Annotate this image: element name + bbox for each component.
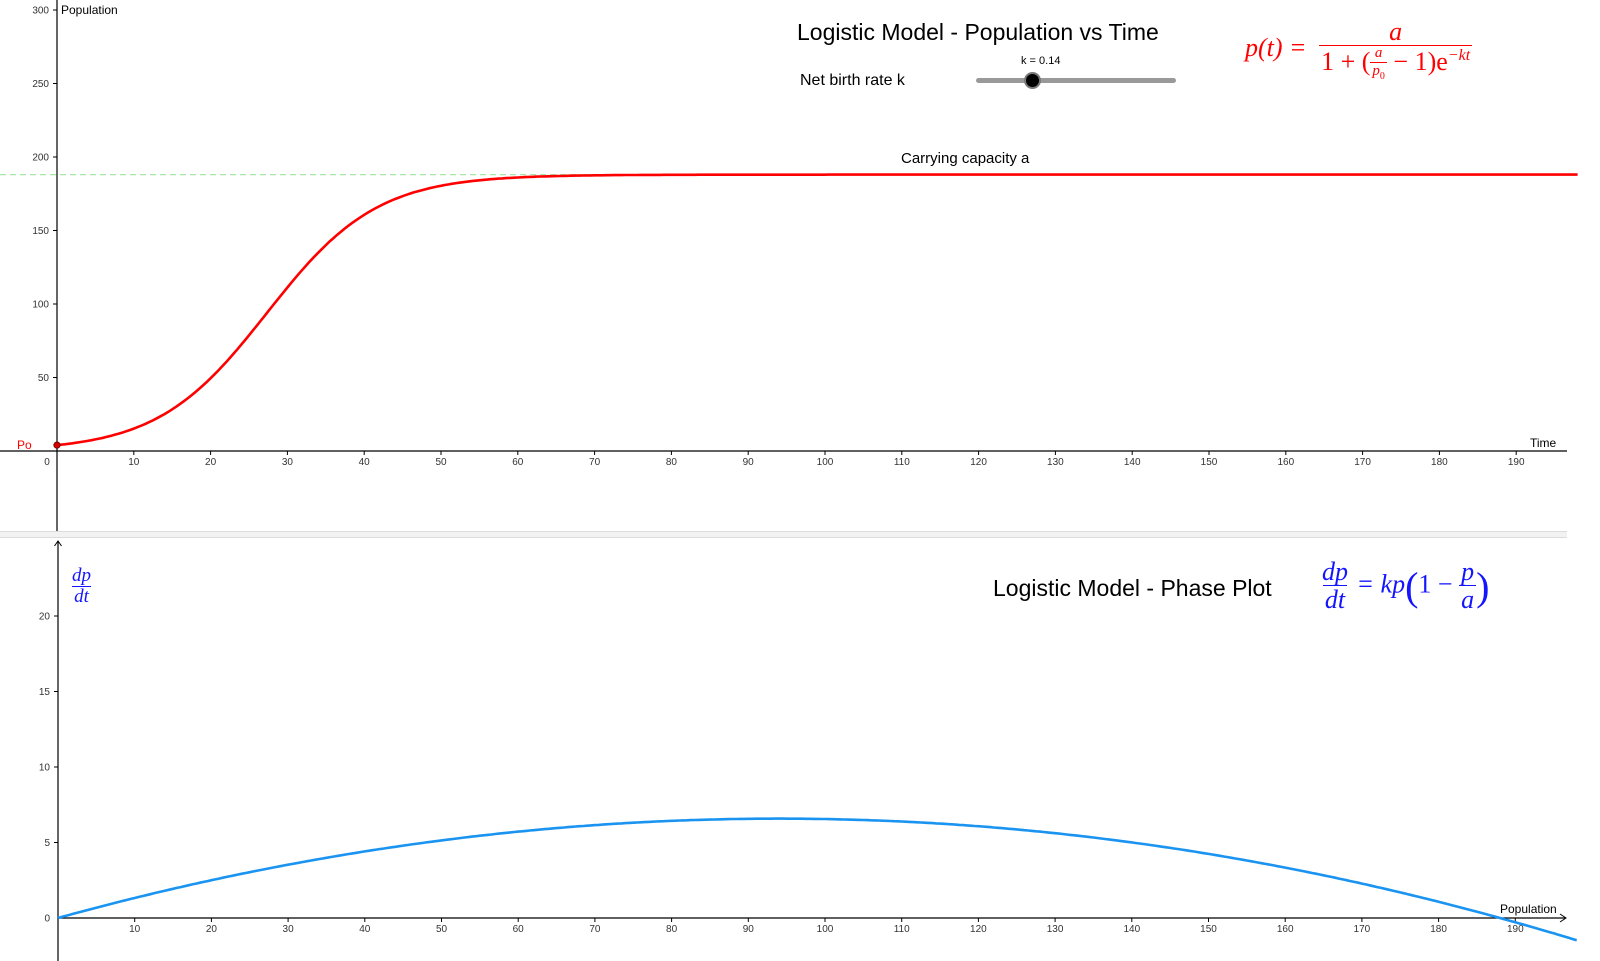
p0-point[interactable] — [53, 441, 61, 449]
population-vs-time-plot[interactable]: 0 10 20 30 40 50 60 70 80 90 100 110 120 130 140 150 160… — [0, 0, 1578, 531]
x-tick-label: 130 — [1047, 924, 1064, 935]
slider-value-label: k = 0.14 — [1021, 55, 1061, 67]
x-tick-label: 160 — [1277, 924, 1294, 935]
x-tick-label: 170 — [1354, 924, 1371, 935]
y-axis-label-dpdt: dp dt — [72, 565, 91, 607]
population-vs-time-graphics-view[interactable]: 0 10 20 30 40 50 60 70 80 90 100 110 120 130 140 150 160… — [0, 0, 1578, 531]
view-divider[interactable] — [0, 531, 1567, 538]
x-tick-label: 120 — [970, 457, 987, 468]
x-tick-label: 60 — [512, 457, 524, 468]
x-tick-label: 30 — [283, 924, 295, 935]
y-axis-arrow-icon — [54, 540, 62, 547]
bottom-plot-title: Logistic Model - Phase Plot — [993, 575, 1272, 601]
x-tick-label: 160 — [1277, 457, 1294, 468]
y-tick-label: 10 — [39, 763, 51, 774]
slider-label: Net birth rate k — [800, 72, 905, 89]
y-tick-label: 5 — [44, 838, 50, 849]
y-tick-label: 200 — [32, 153, 49, 164]
phase-plot[interactable]: 10 20 30 40 50 60 70 80 90 100 110 120 130 140 150 160 1… — [0, 538, 1578, 961]
top-plot-title: Logistic Model - Population vs Time — [797, 19, 1159, 45]
x-tick-label: 40 — [359, 924, 371, 935]
x-tick-label: 150 — [1201, 457, 1218, 468]
x-tick-label: 80 — [666, 924, 678, 935]
x-tick-label: 60 — [513, 924, 525, 935]
x-tick-label: 50 — [435, 457, 447, 468]
y-axis-label-population: Population — [61, 3, 118, 17]
x-tick-label: 20 — [205, 457, 217, 468]
x-tick-label: 190 — [1507, 924, 1524, 935]
x-tick-label: 180 — [1430, 924, 1447, 935]
x-axis-label-population: Population — [1500, 902, 1557, 916]
x-tick-label: 170 — [1354, 457, 1371, 468]
x-axis-label-time: Time — [1530, 436, 1557, 450]
y-tick-label: 100 — [32, 300, 49, 311]
x-tick-label: 80 — [666, 457, 678, 468]
y-tick-label: 50 — [38, 373, 50, 384]
phase-formula: dp dt = kp(1 − p a) — [1322, 557, 1490, 615]
x-tick-label: 40 — [359, 457, 371, 468]
carrying-capacity-label: Carrying capacity a — [901, 150, 1030, 167]
y-tick-label: 0 — [44, 914, 50, 925]
phase-curve[interactable] — [57, 817, 1578, 942]
x-tick-label: 10 — [129, 924, 141, 935]
logistic-formula: p(t) = a 1 + (a p0 − 1)e−kt — [1245, 17, 1473, 83]
k-slider-handle[interactable] — [1024, 72, 1041, 89]
y-tick-label: 20 — [39, 612, 51, 623]
phase-plot-graphics-view[interactable]: 10 20 30 40 50 60 70 80 90 100 110 120 130 140 150 160 1… — [0, 538, 1578, 961]
x-tick-label: 190 — [1508, 457, 1525, 468]
x-tick-label: 120 — [970, 924, 987, 935]
x-tick-label: 0 — [44, 457, 50, 468]
x-tick-label: 100 — [817, 924, 834, 935]
x-tick-label: 30 — [282, 457, 294, 468]
population-curve[interactable] — [56, 173, 1578, 447]
x-tick-label: 130 — [1047, 457, 1064, 468]
x-tick-label: 110 — [894, 924, 910, 935]
x-tick-label: 140 — [1124, 457, 1141, 468]
y-tick-label: 150 — [32, 226, 49, 237]
x-tick-label: 70 — [589, 457, 601, 468]
k-slider[interactable] — [976, 72, 1176, 89]
formula-lhs: p(t) = — [1245, 32, 1307, 62]
x-tick-label: 100 — [817, 457, 834, 468]
x-tick-label: 150 — [1200, 924, 1217, 935]
x-tick-label: 20 — [206, 924, 218, 935]
x-axis-arrow-icon — [1559, 913, 1567, 923]
y-tick-label: 300 — [32, 6, 49, 17]
x-tick-label: 90 — [743, 924, 755, 935]
x-tick-label: 180 — [1431, 457, 1448, 468]
x-tick-label: 140 — [1123, 924, 1140, 935]
x-tick-label: 110 — [894, 457, 910, 468]
x-tick-label: 70 — [589, 924, 601, 935]
y-tick-label: 250 — [32, 79, 49, 90]
p0-point-label: Po — [17, 438, 32, 452]
x-tick-label: 50 — [436, 924, 448, 935]
formula-numerator: a — [1389, 17, 1403, 46]
x-tick-label: 90 — [743, 457, 755, 468]
y-tick-label: 15 — [39, 687, 51, 698]
x-tick-label: 10 — [128, 457, 140, 468]
